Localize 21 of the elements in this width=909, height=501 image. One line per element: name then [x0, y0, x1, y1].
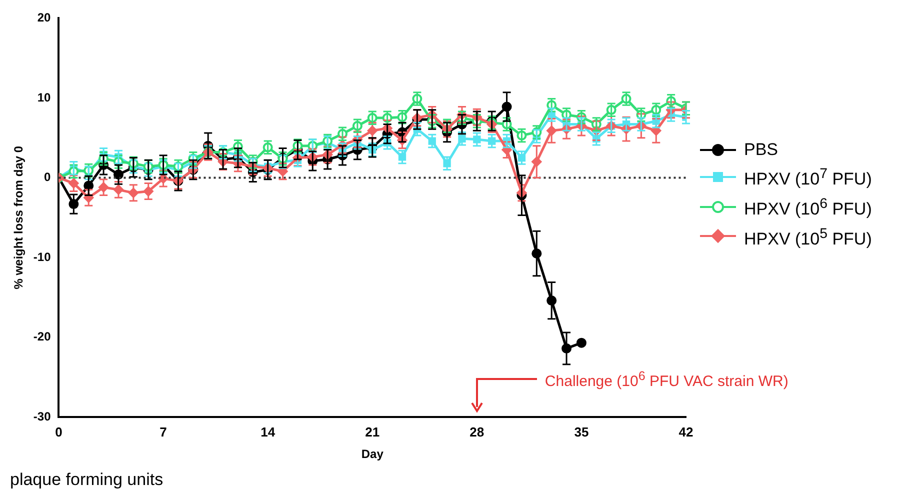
y-tick-label: -20	[33, 330, 52, 344]
y-tick-label: 0	[44, 170, 52, 184]
x-tick-label: 14	[260, 424, 276, 440]
legend-label: HPXV (10$^{7}$ PFU)	[744, 165, 872, 191]
legend-label: HPXV (10$^{5}$ PFU)	[744, 224, 872, 250]
x-tick-label: 35	[574, 424, 589, 440]
x-tick-label: 42	[678, 424, 694, 440]
annotation: Challenge (10$^{6}$ PFU VAC strain WR)	[544, 369, 788, 390]
legend-label: PBS	[744, 139, 778, 162]
y-axis-title: % weight loss from day 0	[12, 146, 26, 290]
legend-label: HPXV (10$^{6}$ PFU)	[744, 194, 872, 220]
text: plaque forming units	[10, 470, 164, 490]
y-tick-label: -30	[33, 409, 52, 424]
x-tick-label: 21	[365, 424, 380, 440]
x-tick-label: 0	[55, 424, 62, 440]
y-tick-label: 20	[37, 10, 52, 25]
x-tick-label: 28	[470, 424, 484, 440]
y-tick-label: -10	[33, 250, 52, 264]
x-tick-label: 7	[160, 424, 167, 440]
x-axis-title: Day	[361, 447, 384, 462]
y-tick-label: 10	[37, 90, 52, 104]
